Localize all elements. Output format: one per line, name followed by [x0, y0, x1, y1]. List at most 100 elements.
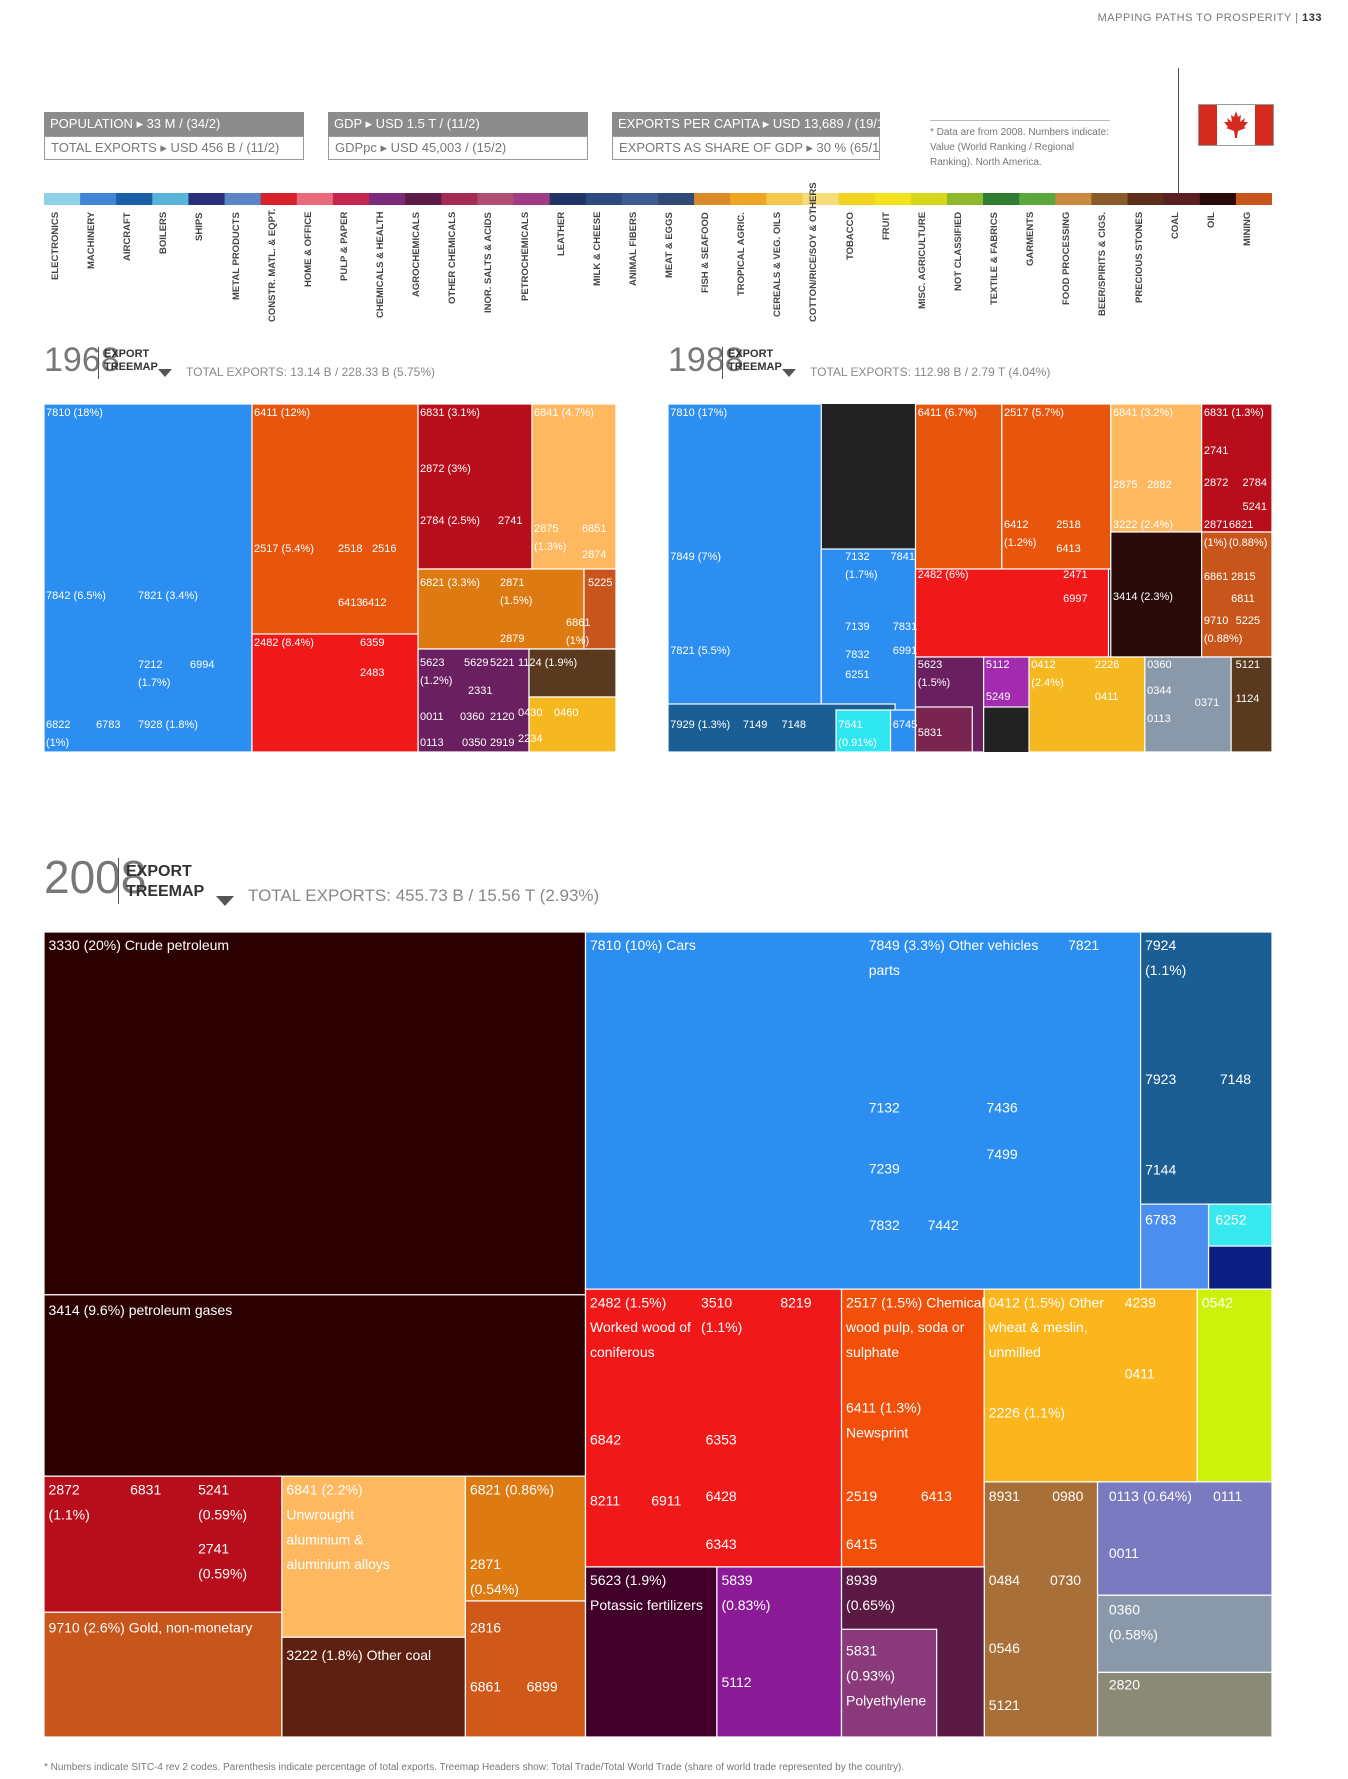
treemap-tile[interactable]	[668, 404, 822, 752]
treemap-tile-label: (1.2%)	[1004, 537, 1036, 549]
treemap-tile[interactable]	[584, 1288, 843, 1568]
treemap-tile[interactable]	[840, 1628, 938, 1737]
treemap-tile-label: 6841 (2.2%)	[286, 1481, 362, 1497]
legend-swatch	[1163, 193, 1201, 205]
treemap-tile[interactable]	[464, 1475, 587, 1602]
treemap-tile[interactable]	[464, 1600, 587, 1737]
treemap-tile[interactable]	[417, 404, 533, 570]
legend-label-text: TEXTILE & FABRICS	[989, 212, 1001, 305]
treemap-tile[interactable]	[1096, 1594, 1272, 1673]
treemap-tile[interactable]	[281, 1475, 467, 1638]
gdp-value: GDP ▸ USD 1.5 T / (11/2)	[328, 112, 588, 136]
treemap-tile[interactable]	[584, 932, 1142, 1290]
treemap-tile[interactable]	[44, 404, 253, 752]
treemap-tile-label: 7148	[782, 719, 806, 731]
legend-label: HOME & OFFICE	[297, 212, 330, 322]
treemap-tile-label: 2226	[1095, 659, 1119, 671]
legend-label: CONSTR. MATL. & EQPT.	[261, 209, 294, 322]
treemap-tile-label: (1.1%)	[49, 1506, 90, 1522]
treemap-tile-label: 3222 (2.4%)	[1113, 519, 1173, 531]
treemap-tile[interactable]	[889, 709, 917, 752]
treemap-tile-label: 7821	[1068, 937, 1099, 953]
treemap-tile-label: 5629	[464, 657, 488, 669]
treemap-tile-label: 0980	[1052, 1488, 1083, 1504]
treemap-tile[interactable]	[1230, 656, 1272, 752]
legend-swatch	[441, 193, 478, 205]
treemap-tile[interactable]	[528, 696, 616, 752]
legend-label-text: MINING	[1241, 212, 1253, 247]
canada-flag	[1198, 104, 1274, 146]
treemap-title: EXPORT TREEMAP	[126, 862, 204, 902]
treemap-tile[interactable]	[1196, 1288, 1272, 1483]
treemap-tile-label: 5623 (1.9%)	[590, 1572, 666, 1588]
treemap-dropdown-icon[interactable]	[782, 369, 796, 377]
treemap-tile[interactable]	[44, 1475, 283, 1613]
treemap-tile[interactable]	[914, 568, 1110, 658]
legend-label-text: MILK & CHEESE	[591, 212, 603, 287]
treemap-tile-label: 2234	[518, 733, 542, 745]
treemap-dropdown-icon[interactable]	[158, 369, 172, 377]
treemap-tile-label: 6861	[470, 1679, 501, 1695]
treemap-tile-label: 2816	[470, 1620, 501, 1636]
legend-label: METAL PRODUCTS	[225, 212, 258, 322]
legend-swatch	[874, 193, 912, 205]
legend-label: MISC. AGRICULTURE	[911, 212, 944, 322]
legend-label-text: NOT CLASSIFIED	[952, 212, 964, 292]
treemap-tile-label: 0460	[554, 707, 578, 719]
legend-swatch	[44, 193, 81, 205]
treemap-tile-label: 7144	[1145, 1162, 1176, 1178]
legend-swatch	[658, 193, 695, 205]
treemap-tile[interactable]	[1139, 1203, 1210, 1290]
legend-label: BOILERS	[152, 212, 185, 322]
legend-label-text: CEREALS & VEG. OILS	[772, 212, 784, 318]
treemap-tile[interactable]	[584, 1566, 718, 1737]
treemap-year: 1968	[44, 341, 120, 379]
treemap-tile-label: 7849 (3.3%) Other vehicles	[869, 937, 1039, 953]
treemap-tile-label: 2879	[500, 633, 524, 645]
treemap-tile[interactable]	[983, 1481, 1099, 1737]
treemap-tile-label: 5112	[986, 659, 1010, 671]
treemap-tile[interactable]	[1096, 1481, 1272, 1596]
treemap-tile-label: 6851	[582, 523, 606, 535]
treemap-tile[interactable]	[914, 404, 1003, 570]
treemap-tile-label: 7841	[891, 551, 915, 563]
treemap-tile-label: 7923	[1145, 1071, 1176, 1087]
treemap-tile[interactable]	[417, 648, 530, 752]
treemap-tile-label: 5249	[986, 691, 1010, 703]
treemap-tile-label: 5623	[918, 659, 942, 671]
treemap-title: EXPORT TREEMAP	[104, 348, 158, 374]
treemap-tile[interactable]	[1207, 1245, 1272, 1290]
treemap-tile-label: (1.5%)	[500, 595, 532, 607]
treemap-tile[interactable]	[1028, 656, 1146, 752]
treemap-tile[interactable]	[1096, 1671, 1272, 1737]
treemap-tile[interactable]	[1201, 404, 1272, 533]
treemap-tile[interactable]	[1207, 1203, 1272, 1247]
treemap-tile-label: 5241	[1242, 501, 1266, 513]
treemap-tile[interactable]	[716, 1566, 843, 1737]
treemap-tile[interactable]	[835, 709, 892, 752]
treemap-tile[interactable]	[583, 568, 616, 650]
treemap-tile[interactable]	[251, 633, 419, 752]
legend-label-text: MEAT & EGGS	[664, 212, 675, 278]
legend-label-text: AIRCRAFT	[122, 212, 134, 261]
treemap-tile[interactable]	[983, 656, 1030, 708]
treemap-tile-label: 0011	[420, 711, 444, 723]
treemap-tile[interactable]	[528, 648, 616, 698]
treemap-tile-label: 0344	[1147, 685, 1171, 697]
treemap-tile-label: (1.2%)	[420, 675, 452, 687]
treemap-tile[interactable]	[44, 932, 587, 1296]
treemap-dropdown-icon[interactable]	[216, 896, 234, 906]
treemap-tile[interactable]	[531, 404, 616, 570]
treemap-tile[interactable]	[1144, 656, 1232, 752]
legend-label-text: PETROCHEMICALS	[519, 212, 531, 302]
treemap-tile-label: (0.93%)	[846, 1667, 895, 1683]
treemap-tile-label: 5121	[1236, 659, 1260, 671]
treemap-tile[interactable]	[44, 1294, 587, 1477]
treemap-tile[interactable]	[1001, 404, 1112, 570]
treemap-tile-label: 6841 (4.7%)	[534, 407, 594, 419]
treemap-tile[interactable]	[914, 706, 973, 752]
treemap-tile[interactable]	[820, 548, 917, 712]
treemap-tile-label: 9710	[1204, 615, 1228, 627]
legend-label: AIRCRAFT	[116, 212, 149, 322]
treemap-tile[interactable]	[1110, 404, 1203, 533]
